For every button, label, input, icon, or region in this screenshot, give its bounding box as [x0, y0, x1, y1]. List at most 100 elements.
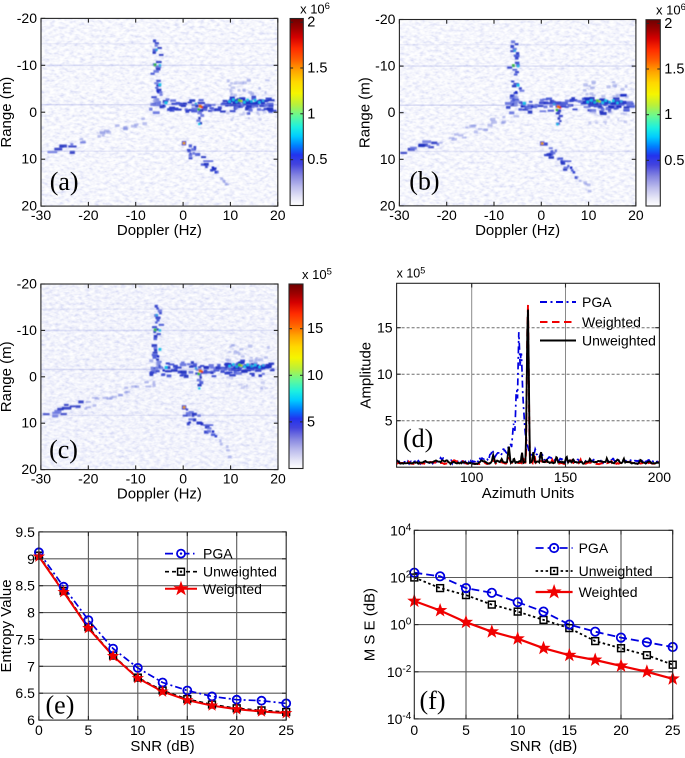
- svg-text:(b): (b): [409, 167, 439, 196]
- svg-text:-10: -10: [17, 57, 37, 73]
- svg-text:PGA: PGA: [203, 546, 233, 562]
- svg-text:20: 20: [21, 461, 37, 477]
- svg-text:-30: -30: [389, 207, 409, 223]
- svg-text:15: 15: [562, 722, 578, 738]
- svg-text:PGA: PGA: [579, 540, 609, 556]
- svg-text:-10: -10: [126, 207, 146, 223]
- svg-text:(a): (a): [50, 167, 79, 196]
- svg-text:6.5: 6.5: [15, 685, 35, 701]
- svg-text:5: 5: [385, 413, 393, 429]
- svg-text:1: 1: [307, 106, 315, 122]
- svg-text:Azimuth Units: Azimuth Units: [482, 485, 575, 502]
- svg-text:(c): (c): [49, 435, 78, 464]
- svg-text:-20: -20: [78, 207, 98, 223]
- svg-text:10: 10: [223, 207, 239, 223]
- svg-text:8.5: 8.5: [15, 578, 35, 594]
- svg-text:20: 20: [613, 722, 629, 738]
- svg-text:0: 0: [29, 104, 37, 120]
- svg-text:Doppler (Hz): Doppler (Hz): [117, 222, 202, 239]
- svg-text:(e): (e): [46, 691, 75, 720]
- svg-text:Weighted: Weighted: [582, 314, 641, 330]
- svg-text:Range (m): Range (m): [0, 77, 15, 148]
- svg-text:5: 5: [85, 722, 93, 738]
- svg-text:-10: -10: [375, 58, 395, 74]
- svg-text:7.5: 7.5: [15, 631, 35, 647]
- svg-text:15: 15: [307, 321, 323, 337]
- svg-text:x 106: x 106: [656, 2, 685, 18]
- svg-text:10: 10: [510, 722, 526, 738]
- svg-text:150: 150: [554, 469, 578, 485]
- svg-text:25: 25: [278, 722, 294, 738]
- svg-text:Entropy Value: Entropy Value: [0, 579, 15, 672]
- svg-text:-20: -20: [17, 10, 37, 26]
- svg-text:9.5: 9.5: [15, 524, 35, 540]
- svg-text:Unweighted: Unweighted: [582, 333, 656, 349]
- svg-text:10: 10: [223, 471, 239, 487]
- svg-text:9: 9: [27, 551, 35, 567]
- svg-text:200: 200: [648, 469, 672, 485]
- svg-text:10: 10: [21, 415, 37, 431]
- svg-text:0: 0: [179, 471, 187, 487]
- svg-text:10: 10: [380, 151, 396, 167]
- svg-text:x 105: x 105: [302, 267, 332, 283]
- svg-text:(d): (d): [403, 424, 433, 453]
- svg-text:x 105: x 105: [397, 265, 426, 280]
- svg-text:100: 100: [460, 469, 484, 485]
- svg-text:-10: -10: [126, 471, 146, 487]
- svg-text:-30: -30: [31, 207, 51, 223]
- svg-text:-20: -20: [78, 471, 98, 487]
- svg-text:Doppler (Hz): Doppler (Hz): [117, 486, 202, 503]
- svg-text:20: 20: [229, 722, 245, 738]
- svg-text:0: 0: [35, 722, 43, 738]
- svg-text:10: 10: [307, 368, 323, 384]
- svg-text:0: 0: [179, 207, 187, 223]
- svg-text:5: 5: [462, 722, 470, 738]
- svg-text:20: 20: [270, 207, 286, 223]
- svg-text:PGA: PGA: [582, 294, 612, 310]
- svg-text:1: 1: [664, 107, 672, 123]
- svg-text:M S E (dB): M S E (dB): [361, 588, 378, 661]
- svg-text:0.5: 0.5: [307, 152, 327, 168]
- svg-text:7: 7: [27, 658, 35, 674]
- svg-text:(f): (f): [420, 686, 446, 715]
- svg-text:-10: -10: [484, 207, 504, 223]
- svg-text:15: 15: [180, 722, 196, 738]
- svg-text:20: 20: [628, 207, 644, 223]
- svg-text:SNR (dB): SNR (dB): [510, 738, 578, 755]
- svg-text:-20: -20: [375, 11, 395, 27]
- svg-text:Range (m): Range (m): [0, 341, 15, 412]
- svg-text:0: 0: [388, 104, 396, 120]
- svg-text:2: 2: [307, 15, 315, 31]
- svg-text:0: 0: [29, 368, 37, 384]
- svg-text:10: 10: [130, 722, 146, 738]
- svg-text:SNR (dB): SNR (dB): [130, 738, 194, 755]
- svg-text:-20: -20: [437, 207, 457, 223]
- svg-text:-30: -30: [31, 471, 51, 487]
- svg-text:Weighted: Weighted: [203, 581, 262, 597]
- svg-text:25: 25: [665, 722, 681, 738]
- svg-text:8: 8: [27, 605, 35, 621]
- svg-text:x 106: x 106: [300, 1, 330, 17]
- svg-text:Amplitude: Amplitude: [358, 342, 375, 409]
- svg-text:1.5: 1.5: [664, 62, 684, 78]
- svg-text:6: 6: [27, 712, 35, 728]
- svg-text:-20: -20: [17, 276, 37, 292]
- svg-text:0.5: 0.5: [664, 153, 684, 169]
- svg-text:-10: -10: [17, 322, 37, 338]
- svg-text:Range (m): Range (m): [356, 77, 373, 148]
- svg-text:20: 20: [270, 471, 286, 487]
- svg-text:20: 20: [380, 197, 396, 213]
- svg-text:Unweighted: Unweighted: [203, 564, 277, 580]
- svg-text:15: 15: [377, 320, 393, 336]
- svg-text:10: 10: [21, 151, 37, 167]
- svg-text:5: 5: [307, 414, 315, 430]
- svg-text:1.5: 1.5: [307, 61, 327, 77]
- svg-text:10: 10: [377, 366, 393, 382]
- svg-text:2: 2: [664, 16, 672, 32]
- svg-text:Doppler (Hz): Doppler (Hz): [475, 222, 560, 239]
- svg-text:0: 0: [410, 722, 418, 738]
- svg-text:20: 20: [21, 198, 37, 214]
- svg-text:Unweighted: Unweighted: [579, 563, 653, 579]
- svg-text:0: 0: [537, 207, 545, 223]
- svg-text:10: 10: [581, 207, 597, 223]
